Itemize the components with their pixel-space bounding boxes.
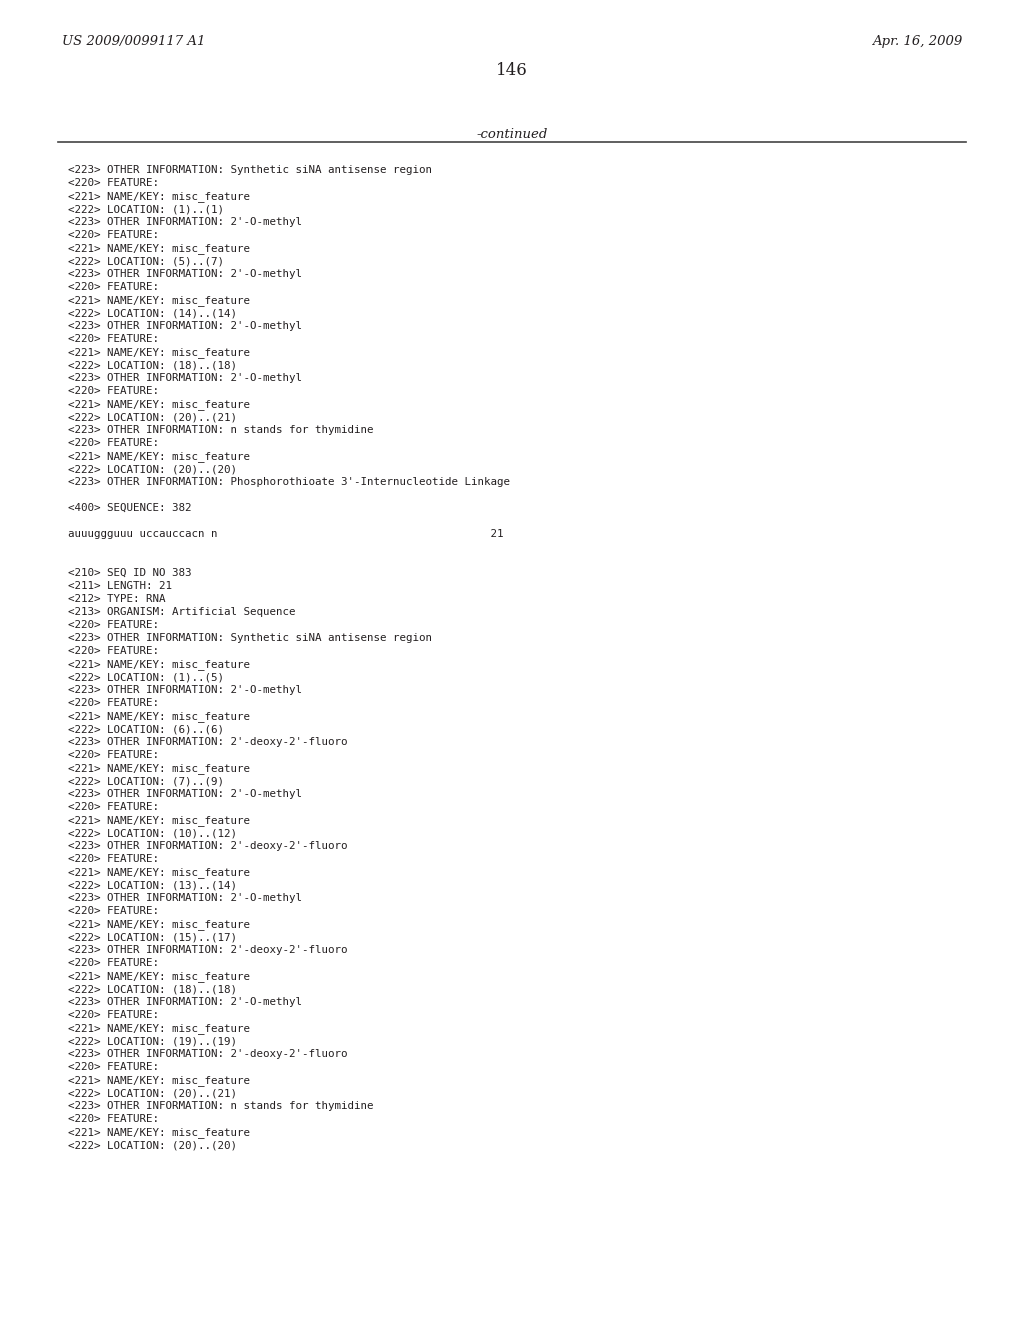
Text: <220> FEATURE:: <220> FEATURE: [68, 385, 159, 396]
Text: <221> NAME/KEY: misc_feature: <221> NAME/KEY: misc_feature [68, 1127, 250, 1138]
Text: <220> FEATURE:: <220> FEATURE: [68, 698, 159, 708]
Text: <222> LOCATION: (18)..(18): <222> LOCATION: (18)..(18) [68, 360, 237, 370]
Text: Apr. 16, 2009: Apr. 16, 2009 [871, 36, 962, 48]
Text: 146: 146 [496, 62, 528, 79]
Text: <220> FEATURE:: <220> FEATURE: [68, 906, 159, 916]
Text: <222> LOCATION: (13)..(14): <222> LOCATION: (13)..(14) [68, 880, 237, 890]
Text: <220> FEATURE:: <220> FEATURE: [68, 1063, 159, 1072]
Text: <223> OTHER INFORMATION: 2'-O-methyl: <223> OTHER INFORMATION: 2'-O-methyl [68, 997, 302, 1007]
Text: <223> OTHER INFORMATION: 2'-O-methyl: <223> OTHER INFORMATION: 2'-O-methyl [68, 894, 302, 903]
Text: <223> OTHER INFORMATION: 2'-O-methyl: <223> OTHER INFORMATION: 2'-O-methyl [68, 789, 302, 799]
Text: <220> FEATURE:: <220> FEATURE: [68, 645, 159, 656]
Text: <221> NAME/KEY: misc_feature: <221> NAME/KEY: misc_feature [68, 191, 250, 202]
Text: <221> NAME/KEY: misc_feature: <221> NAME/KEY: misc_feature [68, 867, 250, 878]
Text: <222> LOCATION: (1)..(5): <222> LOCATION: (1)..(5) [68, 672, 224, 682]
Text: <220> FEATURE:: <220> FEATURE: [68, 438, 159, 447]
Text: <222> LOCATION: (7)..(9): <222> LOCATION: (7)..(9) [68, 776, 224, 785]
Text: <221> NAME/KEY: misc_feature: <221> NAME/KEY: misc_feature [68, 711, 250, 722]
Text: -continued: -continued [476, 128, 548, 141]
Text: <210> SEQ ID NO 383: <210> SEQ ID NO 383 [68, 568, 191, 578]
Text: <220> FEATURE:: <220> FEATURE: [68, 958, 159, 968]
Text: <221> NAME/KEY: misc_feature: <221> NAME/KEY: misc_feature [68, 814, 250, 826]
Text: <222> LOCATION: (18)..(18): <222> LOCATION: (18)..(18) [68, 983, 237, 994]
Text: <223> OTHER INFORMATION: n stands for thymidine: <223> OTHER INFORMATION: n stands for th… [68, 425, 374, 436]
Text: <220> FEATURE:: <220> FEATURE: [68, 803, 159, 812]
Text: <223> OTHER INFORMATION: n stands for thymidine: <223> OTHER INFORMATION: n stands for th… [68, 1101, 374, 1111]
Text: <223> OTHER INFORMATION: Synthetic siNA antisense region: <223> OTHER INFORMATION: Synthetic siNA … [68, 634, 432, 643]
Text: <222> LOCATION: (15)..(17): <222> LOCATION: (15)..(17) [68, 932, 237, 942]
Text: <222> LOCATION: (20)..(20): <222> LOCATION: (20)..(20) [68, 1140, 237, 1150]
Text: <212> TYPE: RNA: <212> TYPE: RNA [68, 594, 166, 605]
Text: <223> OTHER INFORMATION: 2'-deoxy-2'-fluoro: <223> OTHER INFORMATION: 2'-deoxy-2'-flu… [68, 1049, 347, 1059]
Text: <221> NAME/KEY: misc_feature: <221> NAME/KEY: misc_feature [68, 243, 250, 253]
Text: <221> NAME/KEY: misc_feature: <221> NAME/KEY: misc_feature [68, 1023, 250, 1034]
Text: <222> LOCATION: (1)..(1): <222> LOCATION: (1)..(1) [68, 205, 224, 214]
Text: <222> LOCATION: (10)..(12): <222> LOCATION: (10)..(12) [68, 828, 237, 838]
Text: <221> NAME/KEY: misc_feature: <221> NAME/KEY: misc_feature [68, 659, 250, 671]
Text: <223> OTHER INFORMATION: 2'-deoxy-2'-fluoro: <223> OTHER INFORMATION: 2'-deoxy-2'-flu… [68, 737, 347, 747]
Text: <220> FEATURE:: <220> FEATURE: [68, 230, 159, 240]
Text: <220> FEATURE:: <220> FEATURE: [68, 1010, 159, 1020]
Text: <221> NAME/KEY: misc_feature: <221> NAME/KEY: misc_feature [68, 294, 250, 306]
Text: <221> NAME/KEY: misc_feature: <221> NAME/KEY: misc_feature [68, 399, 250, 411]
Text: <220> FEATURE:: <220> FEATURE: [68, 178, 159, 187]
Text: <221> NAME/KEY: misc_feature: <221> NAME/KEY: misc_feature [68, 972, 250, 982]
Text: <222> LOCATION: (14)..(14): <222> LOCATION: (14)..(14) [68, 308, 237, 318]
Text: <222> LOCATION: (6)..(6): <222> LOCATION: (6)..(6) [68, 723, 224, 734]
Text: <223> OTHER INFORMATION: Synthetic siNA antisense region: <223> OTHER INFORMATION: Synthetic siNA … [68, 165, 432, 176]
Text: <211> LENGTH: 21: <211> LENGTH: 21 [68, 581, 172, 591]
Text: <400> SEQUENCE: 382: <400> SEQUENCE: 382 [68, 503, 191, 513]
Text: auuuggguuu uccauccacn n                                          21: auuuggguuu uccauccacn n 21 [68, 529, 504, 539]
Text: US 2009/0099117 A1: US 2009/0099117 A1 [62, 36, 206, 48]
Text: <222> LOCATION: (20)..(20): <222> LOCATION: (20)..(20) [68, 465, 237, 474]
Text: <221> NAME/KEY: misc_feature: <221> NAME/KEY: misc_feature [68, 347, 250, 358]
Text: <223> OTHER INFORMATION: 2'-O-methyl: <223> OTHER INFORMATION: 2'-O-methyl [68, 269, 302, 279]
Text: <223> OTHER INFORMATION: 2'-deoxy-2'-fluoro: <223> OTHER INFORMATION: 2'-deoxy-2'-flu… [68, 945, 347, 954]
Text: <220> FEATURE:: <220> FEATURE: [68, 1114, 159, 1125]
Text: <220> FEATURE:: <220> FEATURE: [68, 854, 159, 865]
Text: <223> OTHER INFORMATION: 2'-O-methyl: <223> OTHER INFORMATION: 2'-O-methyl [68, 374, 302, 383]
Text: <220> FEATURE:: <220> FEATURE: [68, 334, 159, 345]
Text: <220> FEATURE:: <220> FEATURE: [68, 282, 159, 292]
Text: <221> NAME/KEY: misc_feature: <221> NAME/KEY: misc_feature [68, 763, 250, 774]
Text: <222> LOCATION: (20)..(21): <222> LOCATION: (20)..(21) [68, 1088, 237, 1098]
Text: <221> NAME/KEY: misc_feature: <221> NAME/KEY: misc_feature [68, 919, 250, 929]
Text: <222> LOCATION: (19)..(19): <222> LOCATION: (19)..(19) [68, 1036, 237, 1045]
Text: <223> OTHER INFORMATION: Phosphorothioate 3'-Internucleotide Linkage: <223> OTHER INFORMATION: Phosphorothioat… [68, 477, 510, 487]
Text: <213> ORGANISM: Artificial Sequence: <213> ORGANISM: Artificial Sequence [68, 607, 296, 616]
Text: <223> OTHER INFORMATION: 2'-O-methyl: <223> OTHER INFORMATION: 2'-O-methyl [68, 216, 302, 227]
Text: <223> OTHER INFORMATION: 2'-O-methyl: <223> OTHER INFORMATION: 2'-O-methyl [68, 685, 302, 696]
Text: <221> NAME/KEY: misc_feature: <221> NAME/KEY: misc_feature [68, 451, 250, 462]
Text: <223> OTHER INFORMATION: 2'-O-methyl: <223> OTHER INFORMATION: 2'-O-methyl [68, 321, 302, 331]
Text: <220> FEATURE:: <220> FEATURE: [68, 750, 159, 760]
Text: <221> NAME/KEY: misc_feature: <221> NAME/KEY: misc_feature [68, 1074, 250, 1086]
Text: <220> FEATURE:: <220> FEATURE: [68, 620, 159, 630]
Text: <222> LOCATION: (20)..(21): <222> LOCATION: (20)..(21) [68, 412, 237, 422]
Text: <223> OTHER INFORMATION: 2'-deoxy-2'-fluoro: <223> OTHER INFORMATION: 2'-deoxy-2'-flu… [68, 841, 347, 851]
Text: <222> LOCATION: (5)..(7): <222> LOCATION: (5)..(7) [68, 256, 224, 267]
